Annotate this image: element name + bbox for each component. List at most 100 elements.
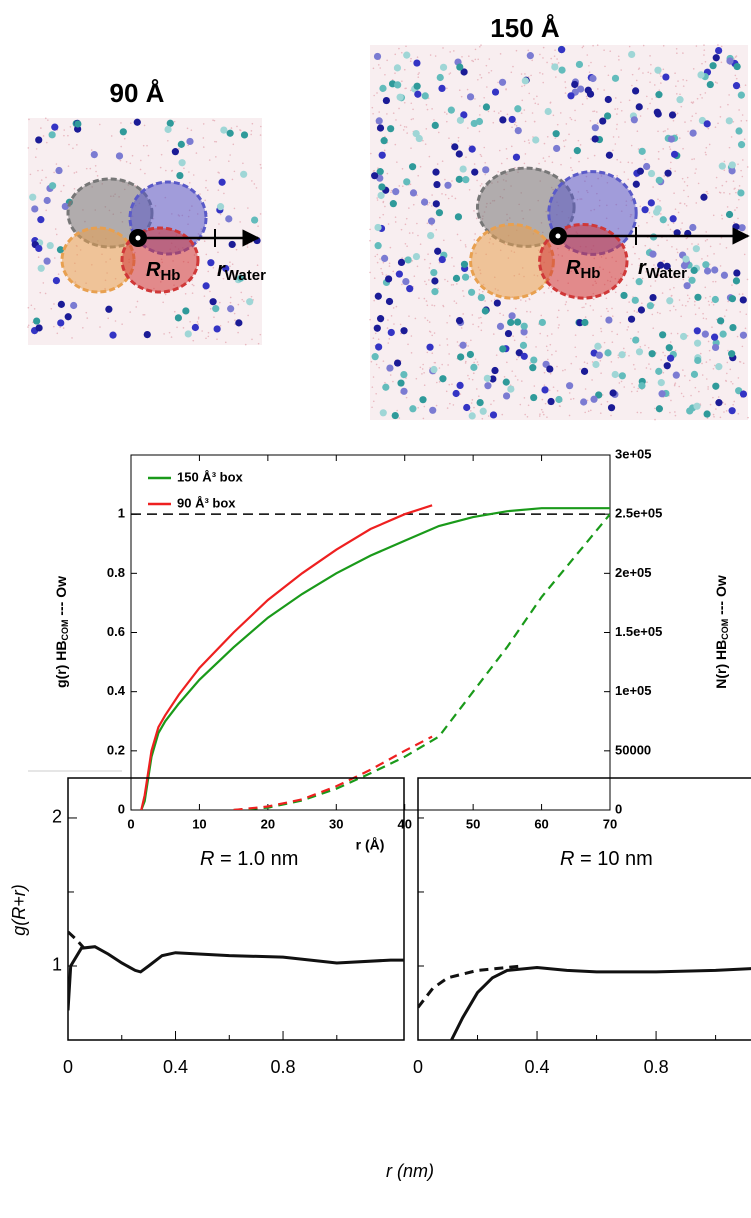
water-speck <box>192 339 195 342</box>
water-speck <box>123 137 126 140</box>
water-speck <box>411 259 414 262</box>
ion <box>555 395 563 404</box>
ion <box>739 331 748 339</box>
ion <box>682 255 690 263</box>
water-speck <box>422 363 424 366</box>
image-title: 150 Å <box>490 13 560 43</box>
radius-subscript: Hb <box>160 267 180 284</box>
ion <box>632 336 640 344</box>
water-speck <box>691 115 694 117</box>
water-speck <box>559 112 562 114</box>
y-tick-label: 1 <box>118 506 125 521</box>
water-speck <box>426 304 429 307</box>
water-speck <box>405 217 408 220</box>
ion <box>387 125 395 133</box>
ion <box>580 367 589 375</box>
water-speck <box>204 199 206 202</box>
water-speck <box>125 160 128 163</box>
water-speck <box>398 185 401 187</box>
water-speck <box>512 335 514 338</box>
water-subscript: Water <box>225 267 266 284</box>
water-speck <box>205 179 207 182</box>
water-speck <box>648 212 651 214</box>
water-speck <box>473 361 475 364</box>
water-speck <box>694 386 697 389</box>
ion <box>591 124 599 132</box>
water-speck <box>603 89 605 91</box>
water-speck <box>144 172 146 175</box>
water-speck <box>707 386 709 388</box>
water-speck <box>538 162 540 165</box>
water-speck <box>520 299 522 301</box>
water-speck <box>399 124 402 127</box>
water-speck <box>548 155 550 158</box>
y2-axis-label-main: N(r) HB <box>713 640 729 689</box>
water-speck <box>416 194 418 197</box>
ion <box>31 205 39 213</box>
water-speck <box>129 311 132 313</box>
water-speck <box>523 84 526 87</box>
water-speck <box>616 113 618 115</box>
water-speck <box>403 68 406 71</box>
water-speck <box>564 303 567 306</box>
water-speck <box>712 280 714 283</box>
water-speck <box>658 89 661 91</box>
ion <box>558 46 566 54</box>
ion <box>499 345 507 353</box>
water-speck <box>408 232 411 234</box>
water-speck <box>614 143 617 145</box>
ion <box>456 381 464 390</box>
water-speck <box>673 192 675 194</box>
ion <box>414 90 422 98</box>
ion <box>655 405 663 413</box>
water-speck <box>652 327 655 330</box>
water-speck <box>448 383 451 386</box>
water-speck <box>638 264 641 267</box>
water-speck <box>372 337 375 339</box>
water-speck <box>192 174 195 176</box>
ion <box>220 126 228 134</box>
water-speck <box>542 57 544 59</box>
water-speck <box>457 136 460 139</box>
ion <box>498 78 507 86</box>
water-speck <box>520 380 523 382</box>
water-speck <box>526 415 529 418</box>
water-speck <box>413 275 416 278</box>
water-speck <box>119 159 122 162</box>
water-speck <box>671 245 673 248</box>
water-speck <box>541 398 544 401</box>
water-speck <box>686 294 689 297</box>
water-speck <box>653 84 656 86</box>
water-speck <box>202 123 205 125</box>
water-speck <box>616 174 618 177</box>
water-speck <box>690 394 692 397</box>
water-speck <box>480 329 483 332</box>
ion <box>392 188 400 196</box>
radius-symbol: R <box>146 259 161 281</box>
water-speck <box>542 81 545 84</box>
ion <box>182 307 190 315</box>
water-speck <box>610 414 612 417</box>
ion <box>647 199 655 207</box>
water-speck <box>713 253 715 255</box>
water-speck <box>222 277 225 280</box>
water-speck <box>395 305 398 308</box>
water-speck <box>416 265 419 268</box>
water-speck <box>497 170 499 173</box>
water-speck <box>209 307 212 310</box>
water-speck <box>467 127 469 129</box>
water-speck <box>582 45 585 48</box>
water-speck <box>523 109 526 111</box>
water-speck <box>646 381 648 384</box>
water-speck <box>394 143 397 146</box>
water-speck <box>196 321 199 323</box>
ion <box>567 92 575 100</box>
water-speck <box>398 47 400 50</box>
water-speck <box>495 354 498 356</box>
water-speck <box>680 105 683 108</box>
water-speck <box>511 126 513 129</box>
ion <box>419 396 427 404</box>
water-speck <box>540 408 543 411</box>
ion <box>57 319 65 327</box>
water-speck <box>733 221 736 224</box>
